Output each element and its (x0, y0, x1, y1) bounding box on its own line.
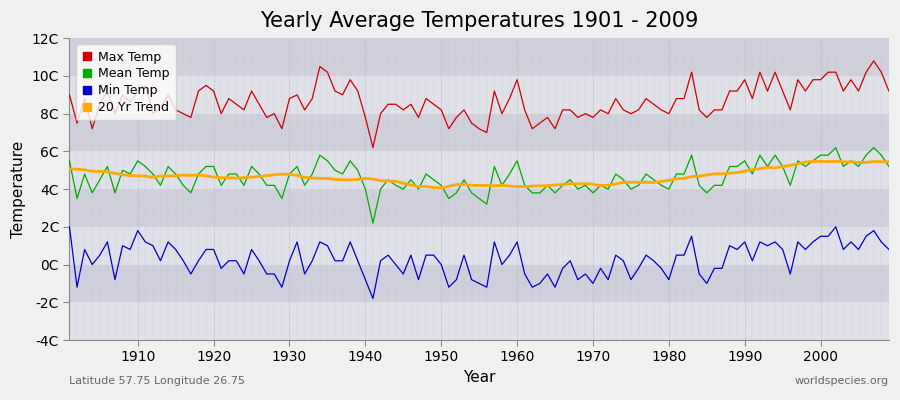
Title: Yearly Average Temperatures 1901 - 2009: Yearly Average Temperatures 1901 - 2009 (260, 11, 698, 31)
Bar (69, 151, 889, 189)
Bar (69, 302, 889, 340)
Legend: Max Temp, Mean Temp, Min Temp, 20 Yr Trend: Max Temp, Mean Temp, Min Temp, 20 Yr Tre… (76, 44, 176, 120)
Bar (69, 189, 889, 227)
Bar (69, 227, 889, 264)
Y-axis label: Temperature: Temperature (11, 140, 26, 238)
X-axis label: Year: Year (463, 370, 495, 385)
Bar (69, 264, 889, 302)
Bar (69, 76, 889, 114)
Text: worldspecies.org: worldspecies.org (795, 376, 889, 386)
Bar (69, 38, 889, 76)
Text: Latitude 57.75 Longitude 26.75: Latitude 57.75 Longitude 26.75 (69, 376, 246, 386)
Bar (69, 114, 889, 151)
